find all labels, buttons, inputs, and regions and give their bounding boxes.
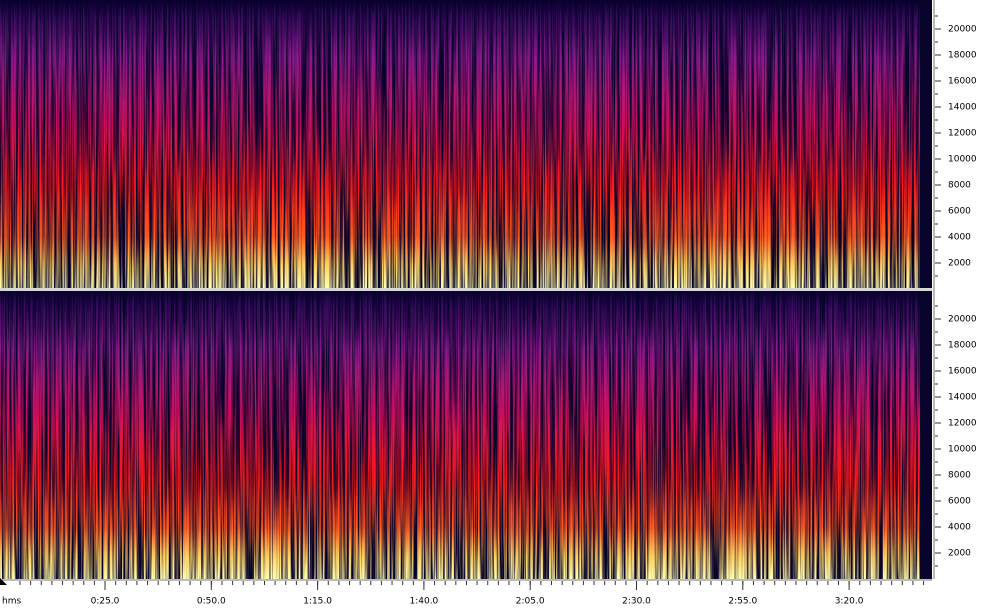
time-label: 1:40.0 xyxy=(409,597,438,607)
time-label: 0:50.0 xyxy=(197,597,226,607)
freq-label: 12000 xyxy=(948,129,977,139)
freq-label: 18000 xyxy=(948,51,977,61)
start-marker xyxy=(0,578,7,585)
time-unit: hms xyxy=(2,597,21,607)
channel-1-spectrogram xyxy=(0,0,920,288)
time-label: 0:25.0 xyxy=(91,597,120,607)
time-label: 3:20.0 xyxy=(835,597,864,607)
freq-label: 18000 xyxy=(948,341,977,351)
freq-label: 6000 xyxy=(948,497,971,507)
time-label: 2:55.0 xyxy=(728,597,757,607)
freq-label: 4000 xyxy=(948,233,971,243)
freq-label: 16000 xyxy=(948,367,977,377)
channel-2-spectrogram xyxy=(0,290,920,579)
freq-label: 2000 xyxy=(948,259,971,269)
freq-label: 8000 xyxy=(948,471,971,481)
freq-label: 2000 xyxy=(948,549,971,559)
frequency-ruler xyxy=(932,0,993,579)
freq-label: 6000 xyxy=(948,207,971,217)
freq-label: 14000 xyxy=(948,103,977,113)
freq-label: 20000 xyxy=(948,25,977,35)
freq-label: 8000 xyxy=(948,181,971,191)
time-label: 2:30.0 xyxy=(622,597,651,607)
freq-label: 20000 xyxy=(948,315,977,325)
freq-label: 10000 xyxy=(948,445,977,455)
freq-label: 4000 xyxy=(948,523,971,533)
time-label: 1:15.0 xyxy=(303,597,332,607)
freq-label: 10000 xyxy=(948,155,977,165)
freq-label: 14000 xyxy=(948,393,977,403)
freq-label: 12000 xyxy=(948,419,977,429)
time-label: 2:05.0 xyxy=(516,597,545,607)
freq-label: 16000 xyxy=(948,77,977,87)
channel-separator xyxy=(0,288,932,291)
